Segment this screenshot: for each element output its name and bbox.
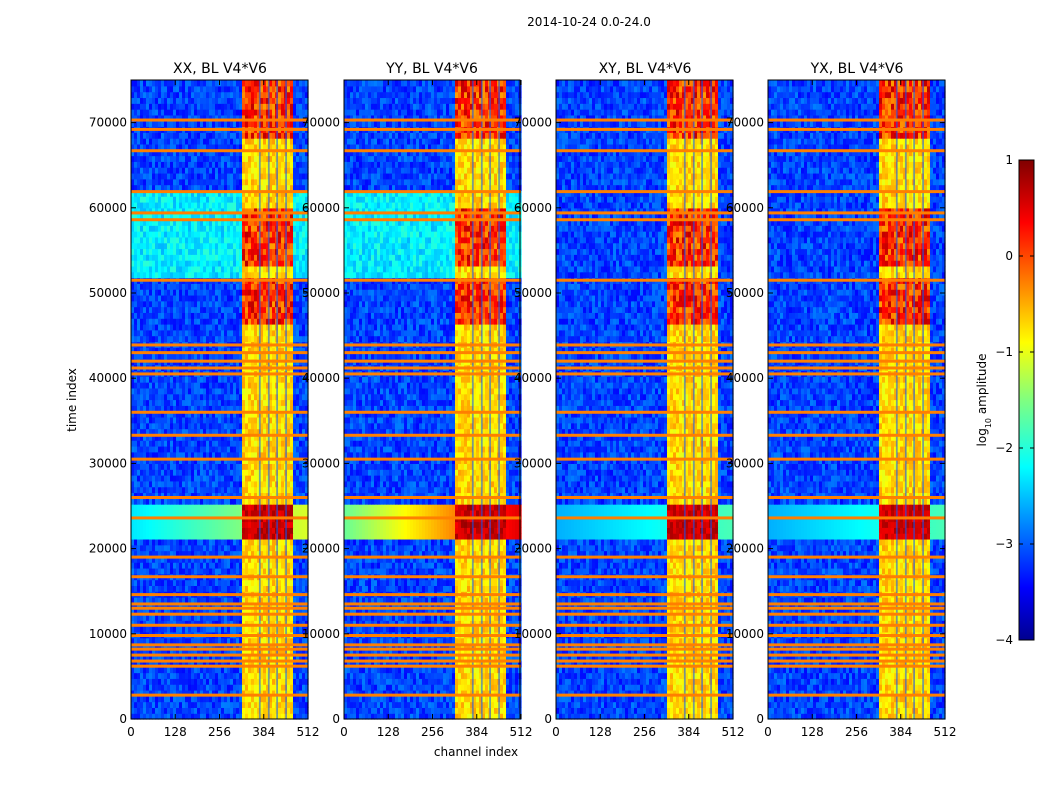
- panel-title: XX, BL V4*V6: [173, 61, 267, 77]
- panel-xx: XX, BL V4*V6 0 128 256 384 512 0100002000030…: [89, 61, 320, 739]
- figure-suptitle: 2014-10-24 0.0-24.0: [527, 15, 651, 29]
- figure-canvas: 2014-10-24 0.0-24.0 XX, BL V4*V6 0 128 256…: [0, 0, 1050, 800]
- heatmap-image: [131, 80, 309, 720]
- figure: 2014-10-24 0.0-24.0 XX, BL V4*V6 0 128 256…: [0, 0, 1050, 800]
